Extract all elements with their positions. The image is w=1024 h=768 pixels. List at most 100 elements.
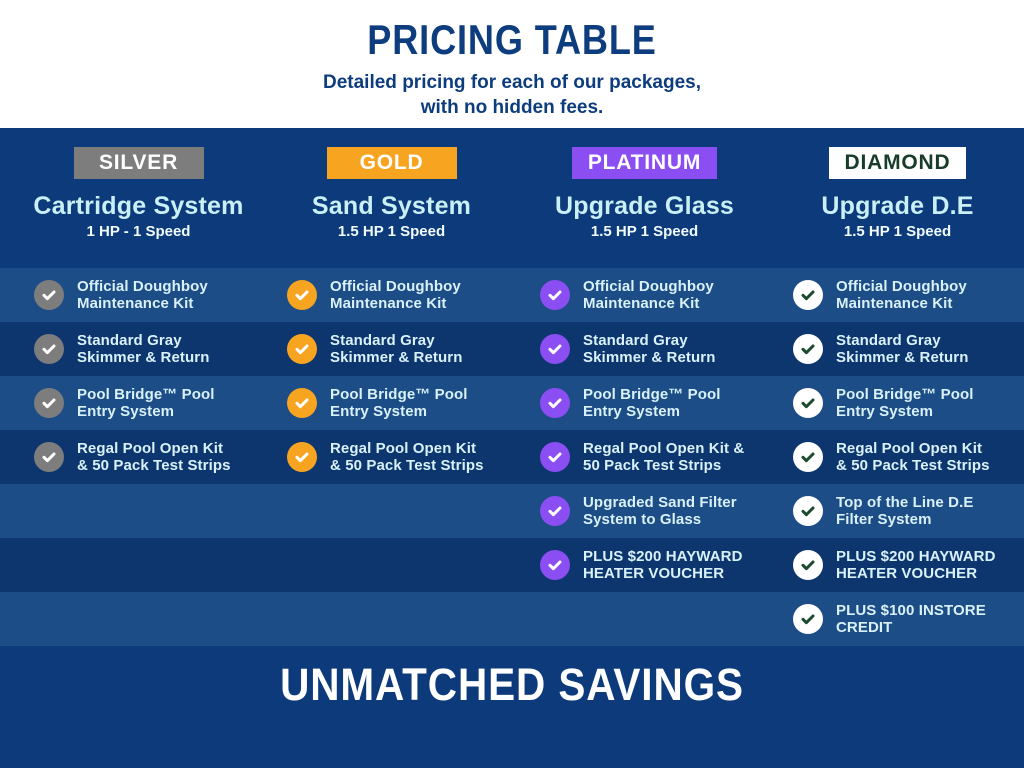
- tier-badge-diamond: DIAMOND: [828, 147, 967, 179]
- feature-cell: Pool Bridge™ Pool Entry System: [265, 376, 518, 430]
- check-icon: [540, 550, 570, 580]
- feature-cell: Official Doughboy Maintenance Kit: [12, 268, 265, 322]
- column-spec-silver: 1 HP - 1 Speed: [86, 223, 191, 240]
- tier-badge-platinum: PLATINUM: [571, 147, 718, 179]
- column-spec-gold: 1.5 HP 1 Speed: [337, 223, 446, 240]
- feature-cell-empty: [265, 484, 518, 538]
- check-icon: [34, 280, 64, 310]
- feature-label: Pool Bridge™ Pool Entry System: [77, 385, 215, 420]
- feature-row: PLUS $200 HAYWARD HEATER VOUCHER PLUS $2…: [0, 538, 1024, 592]
- feature-label: Regal Pool Open Kit & 50 Pack Test Strip…: [330, 439, 484, 474]
- feature-cell: Regal Pool Open Kit & 50 Pack Test Strip…: [265, 430, 518, 484]
- feature-cell-empty: [12, 484, 265, 538]
- feature-label: Official Doughboy Maintenance Kit: [836, 277, 967, 312]
- column-title-diamond: Upgrade D.E: [821, 192, 974, 220]
- column-header-gold: GOLD Sand System 1.5 HP 1 Speed: [265, 147, 518, 268]
- check-icon: [287, 388, 317, 418]
- check-icon: [287, 280, 317, 310]
- feature-label: Pool Bridge™ Pool Entry System: [330, 385, 468, 420]
- feature-cell: Official Doughboy Maintenance Kit: [518, 268, 771, 322]
- feature-label: Standard Gray Skimmer & Return: [836, 331, 969, 366]
- feature-label: Official Doughboy Maintenance Kit: [583, 277, 714, 312]
- check-icon: [793, 550, 823, 580]
- feature-cell: Regal Pool Open Kit & 50 Pack Test Strip…: [12, 430, 265, 484]
- feature-cell: Official Doughboy Maintenance Kit: [265, 268, 518, 322]
- savings-banner-text: UNMATCHED SAVINGS: [280, 659, 744, 710]
- feature-cell: Official Doughboy Maintenance Kit: [771, 268, 1024, 322]
- check-icon: [287, 334, 317, 364]
- check-icon: [793, 496, 823, 526]
- check-icon: [793, 604, 823, 634]
- column-title-platinum: Upgrade Glass: [554, 192, 735, 220]
- feature-cell: Standard Gray Skimmer & Return: [265, 322, 518, 376]
- feature-row: PLUS $100 INSTORE CREDIT: [0, 592, 1024, 646]
- check-icon: [540, 388, 570, 418]
- feature-label: Pool Bridge™ Pool Entry System: [583, 385, 721, 420]
- feature-cell-empty: [518, 592, 771, 646]
- check-icon: [793, 442, 823, 472]
- feature-cell-empty: [12, 538, 265, 592]
- check-icon: [540, 442, 570, 472]
- feature-row: Official Doughboy Maintenance Kit Offici…: [0, 268, 1024, 322]
- feature-cell: Standard Gray Skimmer & Return: [12, 322, 265, 376]
- column-spec-diamond: 1.5 HP 1 Speed: [843, 223, 952, 240]
- feature-label: Regal Pool Open Kit & 50 Pack Test Strip…: [836, 439, 990, 474]
- feature-cell-empty: [265, 592, 518, 646]
- feature-cell: Pool Bridge™ Pool Entry System: [771, 376, 1024, 430]
- column-header-silver: SILVER Cartridge System 1 HP - 1 Speed: [12, 147, 265, 268]
- feature-label: Official Doughboy Maintenance Kit: [77, 277, 208, 312]
- page-subtitle: Detailed pricing for each of our package…: [0, 70, 1024, 120]
- feature-label: Standard Gray Skimmer & Return: [583, 331, 716, 366]
- check-icon: [540, 280, 570, 310]
- pricing-table: SILVER Cartridge System 1 HP - 1 Speed G…: [0, 128, 1024, 646]
- feature-rows: Official Doughboy Maintenance Kit Offici…: [0, 268, 1024, 646]
- tier-badge-silver: SILVER: [73, 147, 204, 179]
- feature-cell: Pool Bridge™ Pool Entry System: [12, 376, 265, 430]
- feature-label: PLUS $200 HAYWARD HEATER VOUCHER: [583, 547, 743, 582]
- feature-cell: PLUS $200 HAYWARD HEATER VOUCHER: [771, 538, 1024, 592]
- feature-cell-empty: [265, 538, 518, 592]
- page-header: PRICING TABLE Detailed pricing for each …: [0, 0, 1024, 128]
- feature-cell: PLUS $200 HAYWARD HEATER VOUCHER: [518, 538, 771, 592]
- feature-label: PLUS $100 INSTORE CREDIT: [836, 601, 986, 636]
- column-headers: SILVER Cartridge System 1 HP - 1 Speed G…: [0, 128, 1024, 268]
- feature-cell: Regal Pool Open Kit & 50 Pack Test Strip…: [518, 430, 771, 484]
- check-icon: [793, 334, 823, 364]
- column-title-silver: Cartridge System: [33, 192, 244, 220]
- feature-row: Regal Pool Open Kit & 50 Pack Test Strip…: [0, 430, 1024, 484]
- feature-cell: Standard Gray Skimmer & Return: [771, 322, 1024, 376]
- column-header-diamond: DIAMOND Upgrade D.E 1.5 HP 1 Speed: [771, 147, 1024, 268]
- feature-label: Top of the Line D.E Filter System: [836, 493, 974, 528]
- feature-label: Upgraded Sand Filter System to Glass: [583, 493, 737, 528]
- feature-cell: Standard Gray Skimmer & Return: [518, 322, 771, 376]
- feature-cell-empty: [12, 592, 265, 646]
- feature-cell: Regal Pool Open Kit & 50 Pack Test Strip…: [771, 430, 1024, 484]
- feature-label: Standard Gray Skimmer & Return: [330, 331, 463, 366]
- feature-cell: Pool Bridge™ Pool Entry System: [518, 376, 771, 430]
- check-icon: [34, 334, 64, 364]
- column-title-gold: Sand System: [311, 192, 472, 220]
- tier-badge-gold: GOLD: [326, 147, 457, 179]
- column-spec-platinum: 1.5 HP 1 Speed: [590, 223, 699, 240]
- feature-label: Standard Gray Skimmer & Return: [77, 331, 210, 366]
- page-title: PRICING TABLE: [367, 16, 657, 63]
- feature-label: Pool Bridge™ Pool Entry System: [836, 385, 974, 420]
- feature-cell: Upgraded Sand Filter System to Glass: [518, 484, 771, 538]
- page-subtitle-line1: Detailed pricing for each of our package…: [323, 72, 701, 93]
- feature-label: Regal Pool Open Kit & 50 Pack Test Strip…: [583, 439, 745, 474]
- check-icon: [34, 388, 64, 418]
- feature-row: Pool Bridge™ Pool Entry System Pool Brid…: [0, 376, 1024, 430]
- feature-label: Official Doughboy Maintenance Kit: [330, 277, 461, 312]
- feature-cell: Top of the Line D.E Filter System: [771, 484, 1024, 538]
- feature-row: Standard Gray Skimmer & Return Standard …: [0, 322, 1024, 376]
- check-icon: [287, 442, 317, 472]
- feature-row: Upgraded Sand Filter System to Glass Top…: [0, 484, 1024, 538]
- feature-label: Regal Pool Open Kit & 50 Pack Test Strip…: [77, 439, 231, 474]
- column-header-platinum: PLATINUM Upgrade Glass 1.5 HP 1 Speed: [518, 147, 771, 268]
- savings-banner: UNMATCHED SAVINGS: [0, 646, 1024, 768]
- check-icon: [540, 334, 570, 364]
- page-subtitle-line2: with no hidden fees.: [420, 97, 604, 119]
- check-icon: [34, 442, 64, 472]
- check-icon: [793, 280, 823, 310]
